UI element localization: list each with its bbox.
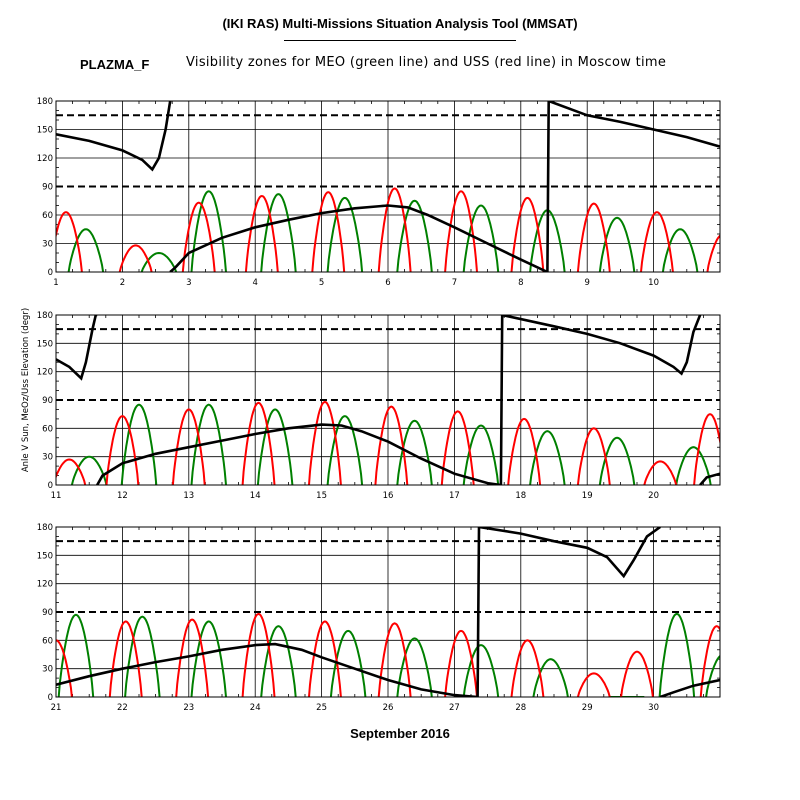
y-tick-label: 120 [37, 368, 53, 378]
y-tick-label: 0 [48, 268, 53, 278]
panel-frame [55, 100, 721, 273]
y-tick-label: 90 [42, 396, 53, 406]
y-tick-label: 60 [42, 636, 53, 646]
meo-series-line [57, 612, 720, 697]
y-tick-label: 0 [48, 693, 53, 703]
x-tick-label: 22 [117, 703, 128, 713]
x-tick-label: 3 [186, 278, 191, 288]
x-tick-label: 6 [385, 278, 390, 288]
panel-3: 0 30 60 90 120 150 180 21 22 23 24 25 26 27 28 29 30 [37, 523, 721, 713]
y-tick-label: 30 [42, 453, 53, 463]
x-tick-label: 18 [515, 491, 526, 501]
panel-frame [55, 526, 721, 698]
x-tick-label: 11 [51, 491, 62, 501]
x-tick-label: 30 [648, 703, 659, 713]
y-tick-label: 30 [42, 665, 53, 675]
main-title: (IKI RAS) Multi-Missions Situation Analy… [222, 16, 578, 31]
x-tick-label: 17 [449, 491, 460, 501]
panel-frame [55, 314, 721, 486]
x-tick-label: 25 [316, 703, 327, 713]
x-tick-label: 26 [383, 703, 394, 713]
y-tick-label: 90 [42, 608, 53, 618]
y-tick-label: 120 [37, 580, 53, 590]
x-axis-label: September 2016 [350, 726, 450, 741]
y-tick-label: 180 [37, 311, 53, 321]
panel-1: 0 30 60 90 120 150 180 1 2 3 4 5 6 7 8 9 10 [37, 97, 721, 288]
panel-plot-area [56, 315, 720, 485]
x-tick-label: 10 [648, 278, 659, 288]
x-tick-label: 15 [316, 491, 327, 501]
y-tick-label: 180 [37, 97, 53, 107]
y-tick-label: 90 [42, 183, 53, 193]
x-tick-label: 29 [582, 703, 593, 713]
y-tick-label: 60 [42, 211, 53, 221]
x-tick-label: 21 [51, 703, 62, 713]
x-tick-label: 14 [250, 491, 261, 501]
x-tick-label: 9 [584, 278, 589, 288]
x-tick-label: 13 [183, 491, 194, 501]
y-tick-label: 150 [37, 126, 53, 136]
y-tick-label: 150 [37, 551, 53, 561]
x-tick-label: 23 [183, 703, 194, 713]
y-tick-label: 60 [42, 424, 53, 434]
x-tick-label: 19 [582, 491, 593, 501]
mission-name: PLAZMA_F [80, 57, 150, 72]
uss-series-line [56, 187, 720, 272]
y-axis-label: Anle V Sun, MeOz/Uss Elevation (degr) [21, 308, 31, 472]
panel-plot-area [56, 101, 720, 272]
x-tick-label: 20 [648, 491, 659, 501]
x-tick-label: 24 [250, 703, 261, 713]
x-tick-label: 7 [452, 278, 457, 288]
x-tick-label: 16 [383, 491, 394, 501]
x-tick-label: 4 [252, 278, 257, 288]
meo-series-line [70, 403, 712, 485]
sun-angle-line [56, 315, 720, 485]
chart-subtitle: Visibility zones for MEO (green line) an… [186, 55, 667, 70]
x-tick-label: 8 [518, 278, 523, 288]
y-tick-label: 30 [42, 240, 53, 250]
sun-angle-line [56, 101, 720, 272]
x-tick-label: 2 [120, 278, 125, 288]
y-tick-label: 0 [48, 481, 53, 491]
panel-2: 0 30 60 90 120 150 180 11 12 13 14 15 16 17 18 19 20 [37, 311, 721, 501]
panel-plot-area [56, 527, 720, 697]
x-tick-label: 5 [319, 278, 324, 288]
y-tick-label: 180 [37, 523, 53, 533]
uss-series-line [56, 612, 720, 697]
y-tick-label: 120 [37, 154, 53, 164]
x-tick-label: 12 [117, 491, 128, 501]
y-tick-label: 150 [37, 339, 53, 349]
x-tick-label: 28 [515, 703, 526, 713]
uss-series-line [56, 400, 720, 485]
title-underline [284, 40, 516, 41]
x-tick-label: 27 [449, 703, 460, 713]
sun-angle-line [56, 527, 720, 697]
x-tick-label: 1 [53, 278, 58, 288]
